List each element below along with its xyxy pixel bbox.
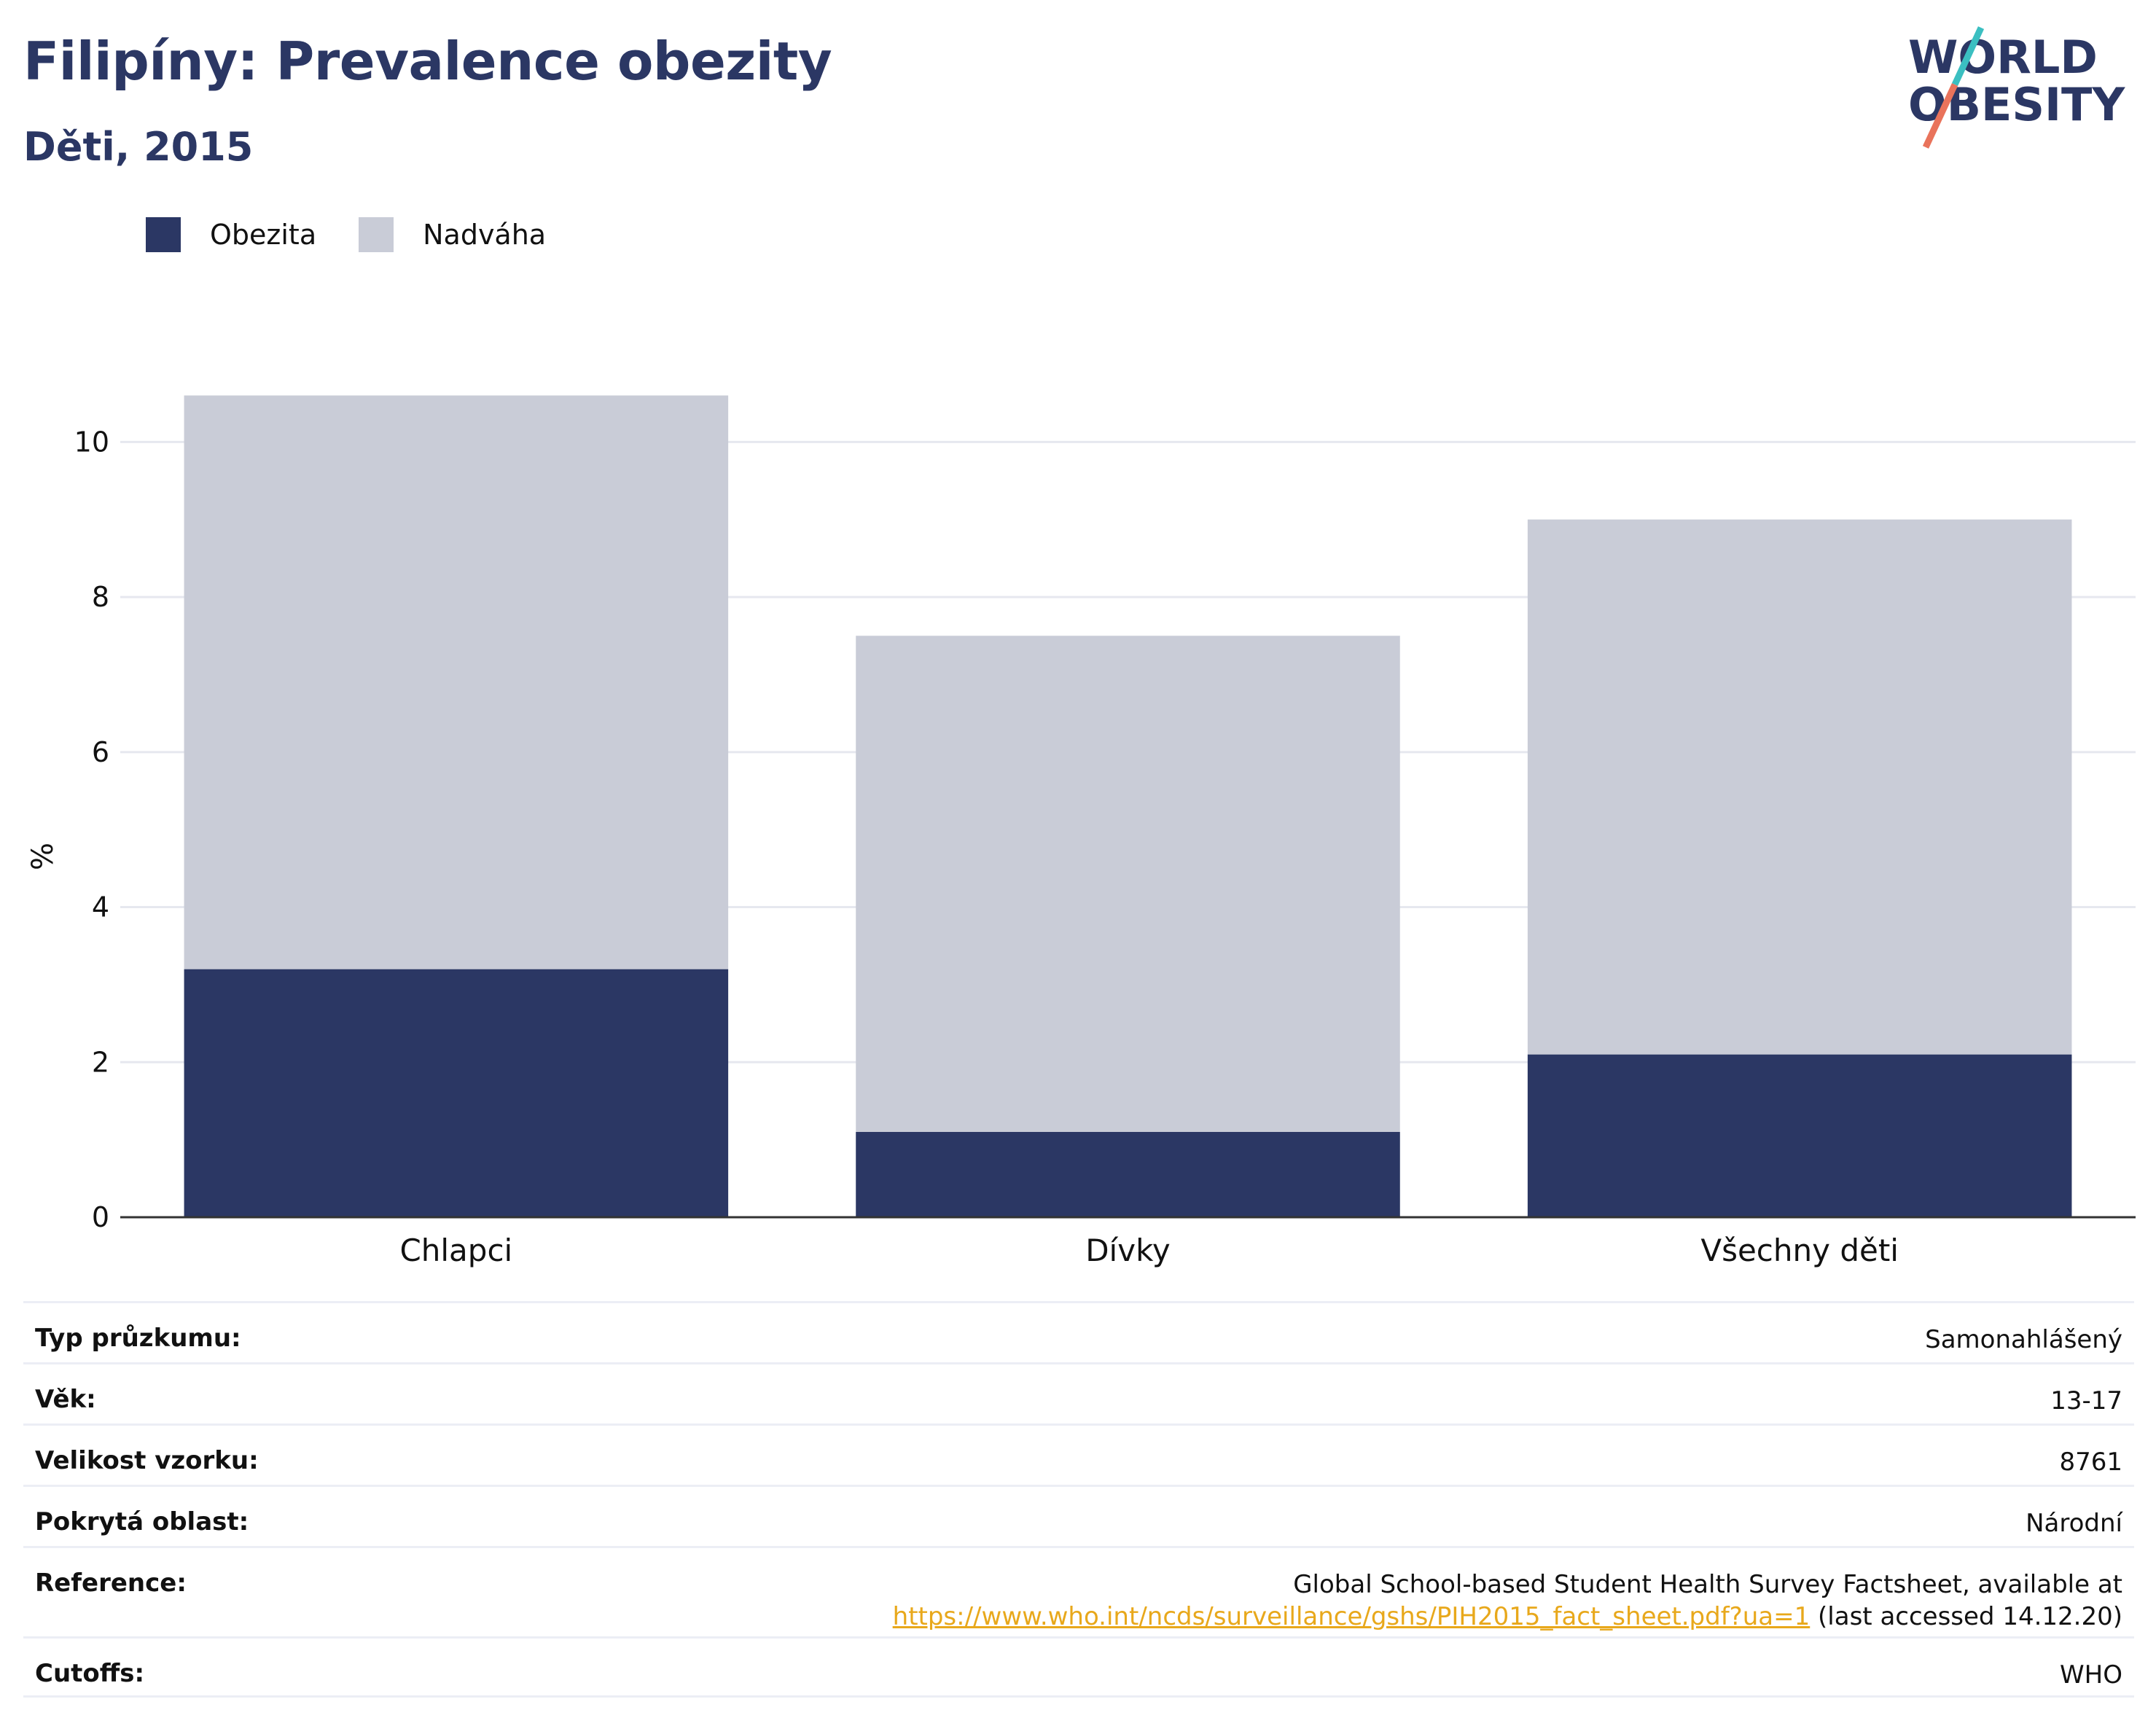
bar-obezita-2 (856, 1132, 1400, 1217)
y-tick-label: 6 (92, 736, 109, 768)
info-value: 13-17 (2050, 1386, 2122, 1415)
reference-link[interactable]: https://www.who.int/ncds/surveillance/gs… (892, 1602, 1811, 1631)
info-key: Typ průzkumu: (35, 1324, 241, 1353)
chart-subtitle: Děti, 2015 (23, 124, 254, 170)
legend-swatch-obezita (146, 217, 181, 252)
legend-label-obezita: Obezita (210, 219, 317, 251)
bar-nadváha-3 (1527, 519, 2072, 1055)
info-value: WHO (2060, 1660, 2122, 1690)
info-row-sample-size: Velikost vzorku: 8761 (23, 1423, 2134, 1485)
info-row-cutoffs: Cutoffs: WHO (23, 1636, 2134, 1698)
logo-line2: OBESITY (1908, 78, 2125, 131)
world-obesity-logo: WORLD OBESITY (1908, 26, 2125, 149)
y-tick-label: 4 (92, 891, 109, 923)
reference-suffix: (last accessed 14.12.20) (1810, 1602, 2122, 1631)
info-key: Reference: (35, 1569, 187, 1598)
x-tick-label: Dívky (1085, 1233, 1171, 1268)
legend-swatch-nadvaha (359, 217, 394, 252)
legend-label-nadvaha: Nadváha (423, 219, 547, 251)
info-value: Global School-based Student Health Surve… (893, 1569, 2122, 1633)
bar-nadváha-2 (856, 636, 1400, 1132)
info-table: Typ průzkumu: Samonahlášený Věk: 13-17 V… (23, 1301, 2134, 1698)
x-tick-label: Chlapci (399, 1233, 512, 1268)
legend-item-obezita[interactable]: Obezita (146, 217, 316, 252)
stacked-bar-chart: 0 2 4 6 8 10% Chlapci Dívky Všechny děti (26, 395, 2136, 1268)
info-row-reference: Reference: Global School-based Student H… (23, 1546, 2134, 1636)
bar-obezita-3 (1527, 1054, 2072, 1217)
info-value: Národní (2026, 1509, 2122, 1538)
info-row-area: Pokrytá oblast: Národní (23, 1485, 2134, 1546)
legend-item-nadvaha[interactable]: Nadváha (359, 217, 546, 252)
logo-line1: WORLD (1908, 31, 2098, 84)
info-value: 8761 (2059, 1448, 2122, 1477)
info-row-survey-type: Typ průzkumu: Samonahlášený (23, 1301, 2134, 1362)
chart-title: Filipíny: Prevalence obezity (23, 31, 832, 92)
info-key: Cutoffs: (35, 1659, 145, 1688)
reference-text: Global School-based Student Health Surve… (1293, 1570, 2122, 1599)
y-tick-label: 10 (74, 426, 109, 458)
bar-obezita-1 (184, 969, 729, 1217)
info-key: Věk: (35, 1385, 96, 1414)
bar-nadváha-1 (184, 395, 729, 969)
x-tick-label: Všechny děti (1700, 1233, 1899, 1268)
y-tick-label: 2 (92, 1046, 109, 1078)
info-key: Velikost vzorku: (35, 1446, 259, 1475)
info-row-age: Věk: 13-17 (23, 1362, 2134, 1423)
y-tick-label: 8 (92, 581, 109, 613)
y-tick-label: 0 (92, 1201, 109, 1233)
info-key: Pokrytá oblast: (35, 1507, 249, 1536)
info-value: Samonahlášený (1925, 1325, 2122, 1354)
y-axis-label: % (26, 843, 60, 870)
chart-legend: Obezita Nadváha (146, 217, 588, 252)
